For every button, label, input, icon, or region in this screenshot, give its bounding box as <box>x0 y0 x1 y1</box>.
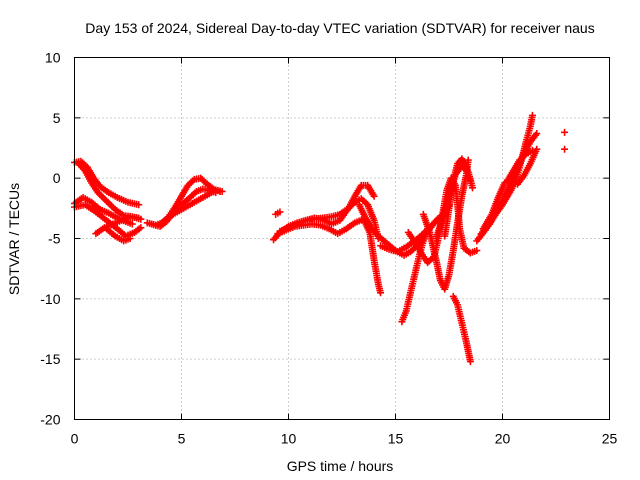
data-point <box>137 224 145 232</box>
data-point <box>276 208 284 216</box>
data-point <box>528 111 536 119</box>
series-arc-f2 <box>561 145 569 153</box>
x-tick-label: 25 <box>602 431 618 447</box>
x-tick-label: 20 <box>495 431 511 447</box>
x-tick-label: 10 <box>281 431 297 447</box>
data-point <box>377 289 385 297</box>
data-point <box>561 145 569 153</box>
data-point <box>466 177 474 185</box>
series-arc-d8 <box>449 292 474 366</box>
data-point <box>128 220 136 228</box>
data-point <box>126 235 134 242</box>
data-point <box>466 358 474 366</box>
data-point <box>561 128 569 136</box>
chart-title: Day 153 of 2024, Sidereal Day-to-day VTE… <box>85 20 594 36</box>
series-arc-d5 <box>419 156 472 293</box>
x-tick-label: 0 <box>71 431 79 447</box>
series-arc-d7 <box>441 155 474 240</box>
data-point <box>135 201 143 209</box>
series-arc-f1 <box>561 128 569 136</box>
y-tick-label: -20 <box>40 412 60 428</box>
x-tick-label: 5 <box>178 431 186 447</box>
data-point <box>469 184 477 192</box>
y-tick-label: 5 <box>53 110 61 126</box>
data-point <box>370 192 378 200</box>
y-axis-label: SDTVAR / TECUs <box>6 183 22 295</box>
data-point <box>473 247 481 255</box>
data-point <box>533 130 541 138</box>
series-arc-a6 <box>103 225 134 245</box>
series-arc-b3 <box>156 186 226 228</box>
y-tick-label: -5 <box>48 231 61 247</box>
x-tick-label: 15 <box>388 431 404 447</box>
y-tick-label: -15 <box>40 351 60 367</box>
data-marks <box>71 111 569 366</box>
y-tick-label: 10 <box>45 50 61 66</box>
data-point <box>528 146 536 154</box>
y-tick-label: -10 <box>40 291 60 307</box>
data-point <box>218 187 226 195</box>
series-arc-e4 <box>503 146 536 186</box>
x-axis-label: GPS time / hours <box>287 458 394 474</box>
y-tick-label: 0 <box>53 170 61 186</box>
data-point <box>533 145 541 153</box>
axis-ticks: 0 5 10 15 20 25 -20 -15 -10 -5 0 5 10 <box>40 50 617 447</box>
series-arc-d3 <box>398 225 432 326</box>
series-arc-c1 <box>272 208 284 218</box>
gridlines <box>74 57 610 420</box>
series-arc-a4 <box>71 201 145 240</box>
data-point <box>135 214 143 222</box>
